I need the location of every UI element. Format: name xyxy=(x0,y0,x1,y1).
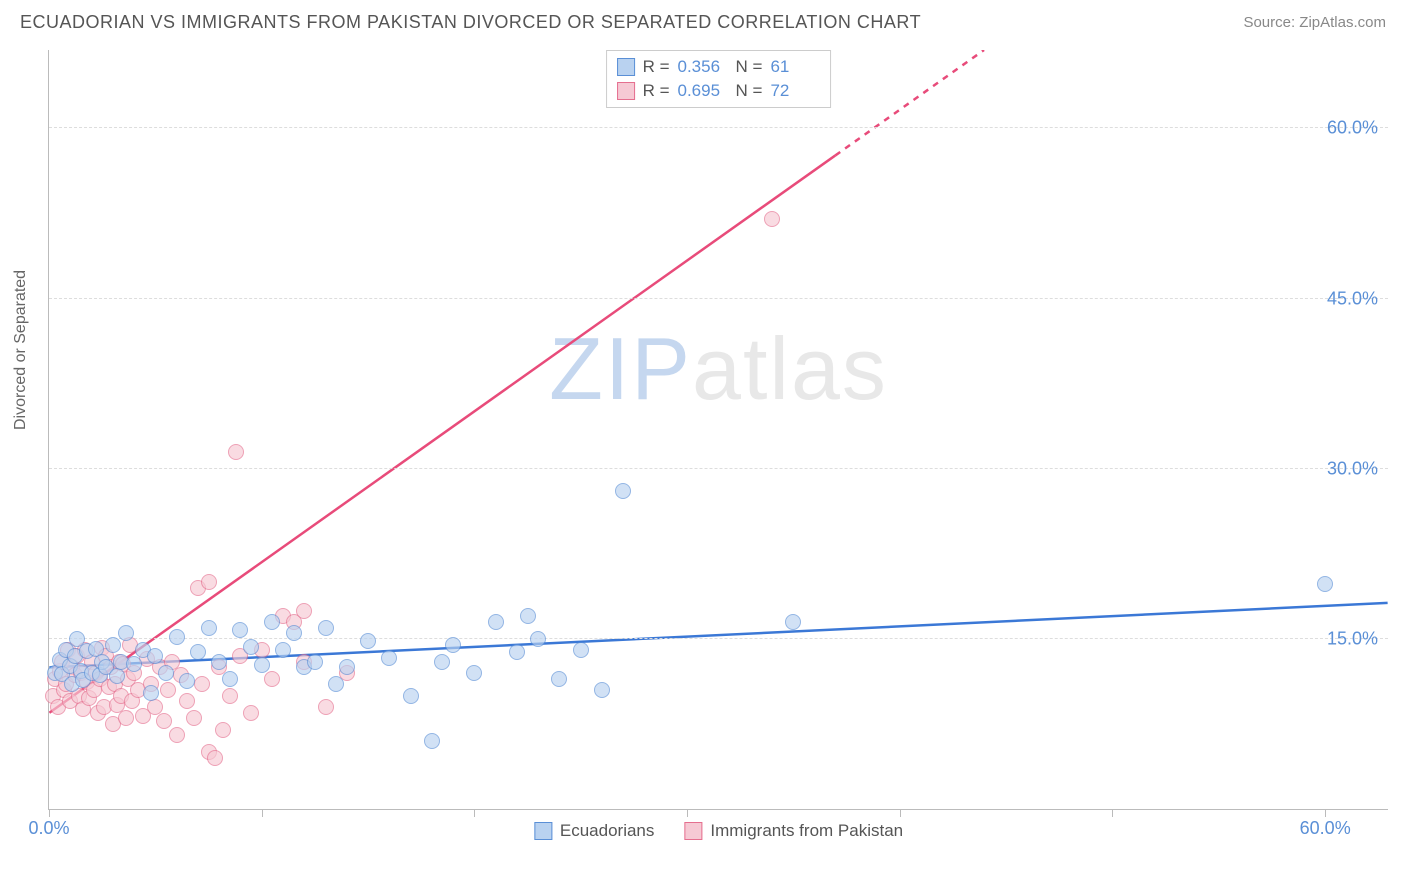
data-point xyxy=(179,693,195,709)
data-point xyxy=(109,668,125,684)
data-point xyxy=(169,727,185,743)
data-point xyxy=(488,614,504,630)
data-point xyxy=(434,654,450,670)
x-tick xyxy=(1325,809,1326,817)
data-point xyxy=(156,713,172,729)
series-swatch xyxy=(617,58,635,76)
legend-swatch xyxy=(534,822,552,840)
legend-item: Immigrants from Pakistan xyxy=(684,821,903,841)
y-tick-label: 30.0% xyxy=(1327,458,1378,479)
data-point xyxy=(243,639,259,655)
data-point xyxy=(466,665,482,681)
data-point xyxy=(169,629,185,645)
data-point xyxy=(207,750,223,766)
data-point xyxy=(118,625,134,641)
data-point xyxy=(211,654,227,670)
data-point xyxy=(228,444,244,460)
series-swatch xyxy=(617,82,635,100)
scatter-chart: ZIPatlas R =0.356N =61R =0.695N =72 Ecua… xyxy=(48,50,1388,810)
chart-title: ECUADORIAN VS IMMIGRANTS FROM PAKISTAN D… xyxy=(20,12,921,33)
data-point xyxy=(615,483,631,499)
stat-n-value: 72 xyxy=(770,81,820,101)
data-point xyxy=(573,642,589,658)
data-point xyxy=(179,673,195,689)
data-point xyxy=(160,682,176,698)
data-point xyxy=(445,637,461,653)
data-point xyxy=(509,644,525,660)
data-point xyxy=(318,620,334,636)
data-point xyxy=(286,625,302,641)
data-point xyxy=(307,654,323,670)
legend-label: Ecuadorians xyxy=(560,821,655,841)
data-point xyxy=(186,710,202,726)
legend-item: Ecuadorians xyxy=(534,821,655,841)
gridline xyxy=(49,127,1388,128)
data-point xyxy=(201,620,217,636)
data-point xyxy=(264,614,280,630)
data-point xyxy=(275,642,291,658)
data-point xyxy=(264,671,280,687)
gridline xyxy=(49,468,1388,469)
stat-r-value: 0.695 xyxy=(678,81,728,101)
data-point xyxy=(118,710,134,726)
data-point xyxy=(158,665,174,681)
data-point xyxy=(232,622,248,638)
data-point xyxy=(530,631,546,647)
x-tick-label: 0.0% xyxy=(28,818,69,839)
data-point xyxy=(328,676,344,692)
data-point xyxy=(339,659,355,675)
data-point xyxy=(222,688,238,704)
data-point xyxy=(194,676,210,692)
x-tick xyxy=(262,809,263,817)
data-point xyxy=(296,603,312,619)
y-tick-label: 60.0% xyxy=(1327,118,1378,139)
y-tick-label: 45.0% xyxy=(1327,288,1378,309)
x-tick xyxy=(49,809,50,817)
data-point xyxy=(403,688,419,704)
data-point xyxy=(222,671,238,687)
data-point xyxy=(764,211,780,227)
stats-row: R = 0.695 N = 72 xyxy=(617,79,821,103)
x-tick xyxy=(900,809,901,817)
data-point xyxy=(785,614,801,630)
data-point xyxy=(594,682,610,698)
legend-swatch xyxy=(684,822,702,840)
data-point xyxy=(126,656,142,672)
data-point xyxy=(190,644,206,660)
stat-n-value: 61 xyxy=(770,57,820,77)
trend-lines xyxy=(49,50,1388,809)
data-point xyxy=(243,705,259,721)
data-point xyxy=(381,650,397,666)
data-point xyxy=(424,733,440,749)
watermark: ZIPatlas xyxy=(549,318,888,420)
data-point xyxy=(143,685,159,701)
stats-legend-box: R = 0.356 N = 61 R = 0.695 N = 72 xyxy=(606,50,832,108)
bottom-legend: Ecuadorians Immigrants from Pakistan xyxy=(534,821,903,841)
data-point xyxy=(1317,576,1333,592)
x-tick xyxy=(474,809,475,817)
data-point xyxy=(215,722,231,738)
data-point xyxy=(201,574,217,590)
stat-n-label: N = xyxy=(736,81,763,101)
data-point xyxy=(551,671,567,687)
stat-r-label: R = xyxy=(643,81,670,101)
data-point xyxy=(318,699,334,715)
data-point xyxy=(105,637,121,653)
stat-n-label: N = xyxy=(736,57,763,77)
y-axis-label: Divorced or Separated xyxy=(12,270,30,430)
legend-label: Immigrants from Pakistan xyxy=(710,821,903,841)
data-point xyxy=(147,648,163,664)
source-attribution: Source: ZipAtlas.com xyxy=(1243,14,1386,31)
x-tick xyxy=(687,809,688,817)
y-tick-label: 15.0% xyxy=(1327,628,1378,649)
data-point xyxy=(520,608,536,624)
stats-row: R = 0.356 N = 61 xyxy=(617,55,821,79)
stat-r-label: R = xyxy=(643,57,670,77)
data-point xyxy=(360,633,376,649)
x-tick xyxy=(1112,809,1113,817)
data-point xyxy=(254,657,270,673)
x-tick-label: 60.0% xyxy=(1300,818,1351,839)
gridline xyxy=(49,298,1388,299)
stat-r-value: 0.356 xyxy=(678,57,728,77)
